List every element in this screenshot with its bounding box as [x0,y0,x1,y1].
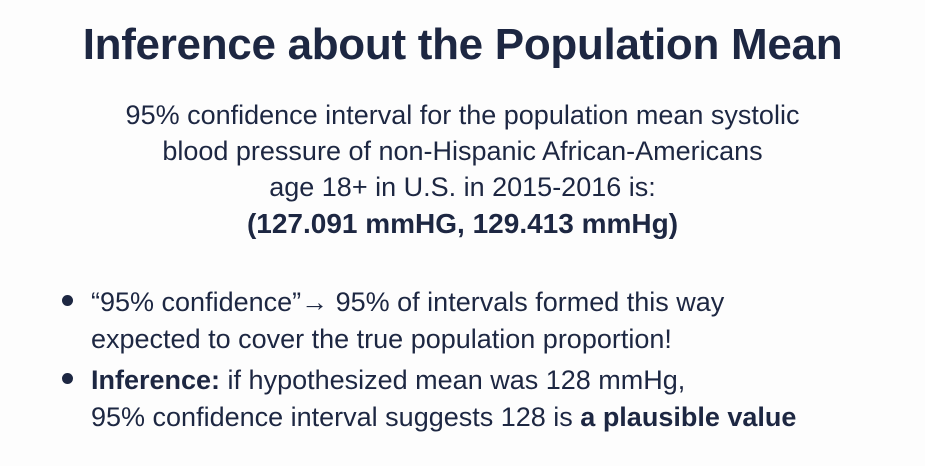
bullet-2-line-2-text: 95% confidence interval suggests 128 is [91,402,581,432]
bullet-dot-icon [62,373,73,384]
bullet-1-line-1: “95% confidence”→ 95% of intervals forme… [91,287,725,317]
plausible-value-emphasis: a plausible value [580,402,797,432]
confidence-interval-statement: 95% confidence interval for the populati… [0,97,925,243]
ci-statement-line-3: age 18+ in U.S. in 2015-2016 is: [269,172,656,202]
inference-label: Inference: [91,365,221,395]
ci-statement-line-2: blood pressure of non-Hispanic African-A… [162,136,763,166]
bullet-2-line-2: 95% confidence interval suggests 128 is … [91,399,910,436]
ci-statement-line-1: 95% confidence interval for the populati… [125,100,800,130]
bullet-2-line-1: Inference: if hypothesized mean was 128 … [91,362,910,399]
bullet-item-confidence: “95% confidence”→ 95% of intervals forme… [60,284,910,358]
ci-interval-value: (127.091 mmHG, 129.413 mmHg) [246,208,679,239]
bullet-2-line-1-text: if hypothesized mean was 128 mmHg, [220,365,686,395]
slide-title: Inference about the Population Mean [82,20,843,69]
bullet-list: “95% confidence”→ 95% of intervals forme… [60,284,910,440]
bullet-1-line-2: expected to cover the true population pr… [91,324,672,354]
bullet-dot-icon [62,295,73,306]
bullet-item-inference: Inference: if hypothesized mean was 128 … [60,362,910,436]
